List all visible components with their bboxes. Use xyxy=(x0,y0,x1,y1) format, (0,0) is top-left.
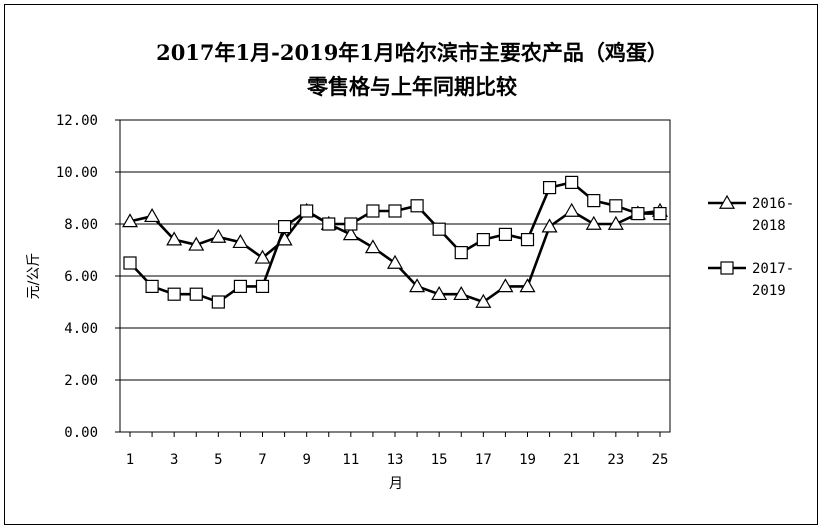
data-point-2017-2019 xyxy=(454,246,468,260)
data-point-2017-2019 xyxy=(498,227,513,241)
y-tick-label: 6.00 xyxy=(64,269,98,285)
data-point-2017-2019 xyxy=(542,181,557,195)
data-point-2016-2018 xyxy=(121,213,139,228)
data-point-2017-2019 xyxy=(653,207,667,221)
data-point-2017-2019 xyxy=(322,217,336,231)
gridlines xyxy=(115,119,671,437)
data-point-2017-2019 xyxy=(631,207,645,221)
data-point-2016-2018 xyxy=(453,285,470,301)
data-point-2017-2019 xyxy=(565,175,579,189)
series-2017-2019 xyxy=(123,175,667,309)
data-point-2017-2019 xyxy=(366,204,380,218)
data-point-2016-2018 xyxy=(364,239,381,254)
data-point-2017-2019 xyxy=(211,295,225,309)
y-tick-label: 8.00 xyxy=(64,217,98,233)
legend-marker-2017-2019 xyxy=(720,261,734,275)
data-point-2017-2019 xyxy=(388,204,402,218)
data-point-2017-2019 xyxy=(476,233,490,247)
data-point-2016-2018 xyxy=(210,228,227,243)
data-point-2016-2018 xyxy=(254,249,271,264)
x-tick-label: 11 xyxy=(342,452,359,468)
data-point-2016-2018 xyxy=(232,233,249,249)
legend-label-2016-2018: 2016- xyxy=(752,196,794,212)
x-tick-label: 17 xyxy=(475,452,492,468)
x-tick-label: 21 xyxy=(563,452,580,468)
data-point-2017-2019 xyxy=(432,222,446,236)
data-point-2017-2019 xyxy=(609,199,623,213)
data-point-2017-2019 xyxy=(167,287,181,301)
chart-frame xyxy=(4,4,818,525)
x-tick-label: 9 xyxy=(302,452,310,468)
legend-label-2016-2018: 2018 xyxy=(752,218,786,234)
data-point-2017-2019 xyxy=(233,279,248,293)
data-point-2016-2018 xyxy=(431,285,448,301)
legend-label-2017-2019: 2017- xyxy=(752,261,794,277)
data-point-2017-2019 xyxy=(520,233,535,247)
y-tick-labels: 0.00 2.00 4.00 6.00 8.00 10.00 12.00 xyxy=(56,113,98,441)
data-point-2016-2018 xyxy=(409,278,426,293)
data-point-2016-2018 xyxy=(386,254,404,269)
data-point-2016-2018 xyxy=(585,215,602,230)
legend-label-2017-2019: 2019 xyxy=(752,283,786,299)
chart-title: 2017年1月-2019年1月哈尔滨市主要农产品（鸡蛋） xyxy=(156,40,668,65)
data-point-2017-2019 xyxy=(277,220,292,234)
y-tick-label: 0.00 xyxy=(64,425,98,441)
y-tick-label: 10.00 xyxy=(56,165,98,181)
legend: 2016- 2018 2017- 2019 xyxy=(708,194,794,299)
data-point-2017-2019 xyxy=(410,199,424,213)
data-point-2016-2018 xyxy=(475,293,492,308)
y-axis-label: 元/公斤 xyxy=(26,253,42,300)
x-tick-labels: 1 3 5 7 9 11 13 15 17 19 21 23 25 xyxy=(126,452,669,468)
x-tick-label: 13 xyxy=(387,452,404,468)
data-point-2017-2019 xyxy=(255,279,270,293)
series-line-2017-2019 xyxy=(129,181,660,304)
data-point-2017-2019 xyxy=(587,194,601,208)
y-tick-label: 12.00 xyxy=(56,113,98,129)
x-tick-label: 25 xyxy=(652,452,669,468)
x-axis-label: 月 xyxy=(389,476,403,492)
chart-subtitle: 零售格与上年同期比较 xyxy=(307,74,517,99)
data-point-2016-2018 xyxy=(563,202,580,217)
data-point-2017-2019 xyxy=(189,287,203,301)
x-tick-label: 5 xyxy=(214,452,222,468)
data-point-2017-2019 xyxy=(145,279,159,293)
data-point-2016-2018 xyxy=(497,278,514,293)
series-group xyxy=(121,175,669,309)
legend-marker-2016-2018 xyxy=(718,194,736,209)
data-point-2016-2018 xyxy=(144,207,161,223)
x-tick-label: 1 xyxy=(126,452,134,468)
data-point-2016-2018 xyxy=(188,236,205,251)
data-point-2016-2018 xyxy=(519,278,536,293)
x-tick-label: 23 xyxy=(607,452,624,468)
data-point-2016-2018 xyxy=(166,231,183,246)
data-point-2016-2018 xyxy=(607,215,624,230)
x-tick-label: 7 xyxy=(258,452,266,468)
x-tick-label: 15 xyxy=(431,452,448,468)
data-point-2017-2019 xyxy=(123,256,137,270)
data-point-2016-2018 xyxy=(342,226,359,241)
x-tick-label: 3 xyxy=(170,452,178,468)
data-point-2016-2018 xyxy=(541,218,558,233)
y-tick-label: 2.00 xyxy=(64,373,98,389)
series-2016-2018 xyxy=(121,202,669,308)
y-tick-label: 4.00 xyxy=(64,321,98,337)
data-point-2017-2019 xyxy=(300,204,314,218)
chart-title-block: 2017年1月-2019年1月哈尔滨市主要农产品（鸡蛋） 零售格与上年同期比较 xyxy=(0,36,824,104)
x-tick-label: 19 xyxy=(519,452,536,468)
data-point-2017-2019 xyxy=(344,217,358,231)
